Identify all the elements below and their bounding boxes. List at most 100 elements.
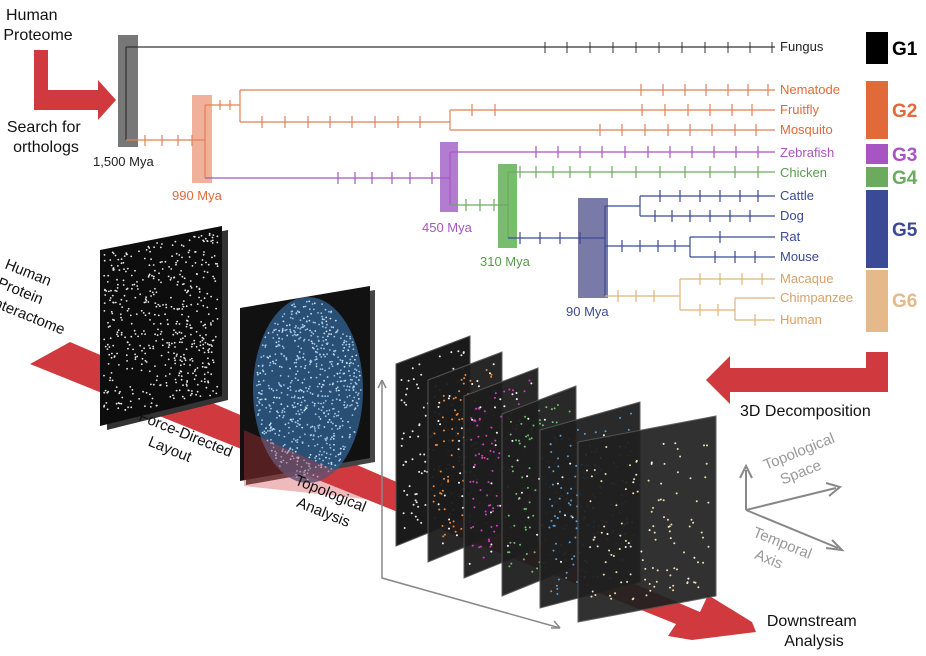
node-dot xyxy=(160,354,163,357)
group-bar-g1 xyxy=(866,32,888,64)
node-dot xyxy=(155,404,158,407)
node-dot xyxy=(291,420,293,423)
node-dot xyxy=(291,452,294,454)
node-dot xyxy=(294,377,297,380)
node-dot xyxy=(528,379,531,382)
node-dot xyxy=(289,389,292,392)
node-dot xyxy=(452,367,455,370)
node-dot xyxy=(459,472,462,475)
node-dot xyxy=(518,439,520,442)
node-dot xyxy=(126,309,129,312)
node-dot xyxy=(114,289,117,292)
node-dot xyxy=(165,381,168,384)
node-dot xyxy=(473,506,476,509)
node-dot xyxy=(482,443,485,446)
node-dot xyxy=(343,372,346,375)
node-dot xyxy=(615,504,618,507)
node-dot xyxy=(153,275,155,278)
node-dot xyxy=(299,319,302,322)
node-dot xyxy=(171,244,174,247)
node-dot xyxy=(569,503,572,506)
node-dot xyxy=(675,492,678,495)
node-dot xyxy=(176,308,179,310)
node-dot xyxy=(269,423,271,426)
node-dot xyxy=(149,290,152,292)
node-dot xyxy=(552,524,555,527)
node-dot xyxy=(672,584,675,587)
node-dot xyxy=(118,269,121,271)
node-dot xyxy=(653,531,656,534)
node-dot xyxy=(278,344,281,347)
node-dot xyxy=(188,256,191,258)
node-dot xyxy=(570,487,573,490)
node-dot xyxy=(175,355,178,357)
node-dot xyxy=(283,407,286,410)
node-dot xyxy=(329,349,331,351)
node-dot xyxy=(192,372,194,375)
node-dot xyxy=(191,265,194,267)
node-dot xyxy=(161,338,164,341)
node-dot xyxy=(590,595,593,598)
node-dot xyxy=(199,334,202,337)
node-dot xyxy=(654,538,657,541)
node-dot xyxy=(321,453,323,456)
node-dot xyxy=(287,375,290,378)
node-dot xyxy=(337,356,339,359)
node-dot xyxy=(332,422,334,425)
node-dot xyxy=(420,521,423,524)
node-dot xyxy=(269,422,272,425)
species-label-cattle: Cattle xyxy=(780,188,814,203)
node-dot xyxy=(167,275,170,278)
node-dot xyxy=(164,364,167,366)
node-dot xyxy=(123,268,125,270)
node-dot xyxy=(347,349,350,352)
node-dot xyxy=(148,273,151,276)
node-dot xyxy=(526,475,529,478)
node-dot xyxy=(190,333,192,336)
decomposition-arrow xyxy=(706,352,888,404)
node-dot xyxy=(357,365,360,367)
node-dot xyxy=(317,402,320,404)
node-dot xyxy=(308,385,311,388)
node-dot xyxy=(309,426,312,429)
node-dot xyxy=(589,546,592,549)
node-dot xyxy=(256,384,258,387)
node-dot xyxy=(175,252,178,255)
node-dot xyxy=(154,313,156,316)
node-dot xyxy=(633,478,636,481)
node-dot xyxy=(294,439,297,442)
group-bar-g5 xyxy=(866,190,888,268)
node-dot xyxy=(336,329,339,331)
node-dot xyxy=(555,558,558,561)
node-dot xyxy=(532,514,535,517)
node-dot xyxy=(125,288,128,291)
node-dot xyxy=(489,372,491,375)
node-dot xyxy=(458,418,461,421)
node-dot xyxy=(506,544,509,547)
node-dot xyxy=(341,424,344,427)
node-dot xyxy=(289,330,292,333)
node-dot xyxy=(356,402,359,405)
species-label-dog: Dog xyxy=(780,208,804,223)
node-dot xyxy=(114,301,117,304)
node-dot xyxy=(285,357,288,359)
node-dot xyxy=(571,516,574,519)
node-dot xyxy=(203,270,206,273)
species-label-chimpanzee: Chimpanzee xyxy=(780,290,853,305)
node-dot xyxy=(165,303,168,306)
node-dot xyxy=(575,520,578,523)
node-dot xyxy=(341,359,344,362)
node-dot xyxy=(154,302,157,304)
node-dot xyxy=(121,396,124,399)
node-dot xyxy=(561,476,564,479)
node-dot xyxy=(458,481,460,484)
node-dot xyxy=(301,323,304,326)
node-dot xyxy=(203,251,205,253)
node-dot xyxy=(143,257,146,260)
node-dot xyxy=(358,379,360,381)
node-dot xyxy=(134,296,137,299)
node-dot xyxy=(201,339,204,342)
node-dot xyxy=(191,360,194,362)
node-dot xyxy=(344,406,346,409)
node-dot xyxy=(283,443,286,446)
